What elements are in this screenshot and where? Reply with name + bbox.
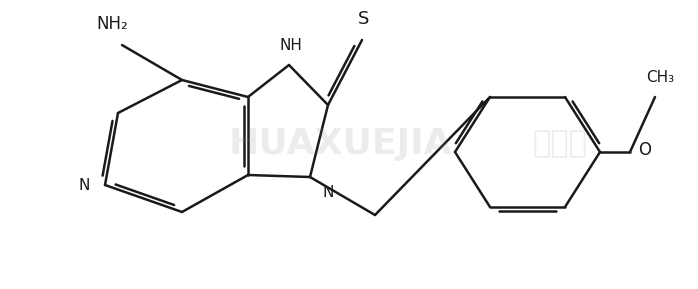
Text: S: S xyxy=(358,10,370,28)
Text: N: N xyxy=(322,185,334,200)
Text: O: O xyxy=(638,141,651,159)
Text: HUAXUEJIA: HUAXUEJIA xyxy=(228,127,452,161)
Text: NH: NH xyxy=(280,38,302,53)
Text: NH₂: NH₂ xyxy=(96,15,128,33)
Text: N: N xyxy=(79,177,90,192)
Text: CH₃: CH₃ xyxy=(646,70,674,85)
Text: 化学式: 化学式 xyxy=(533,129,588,158)
